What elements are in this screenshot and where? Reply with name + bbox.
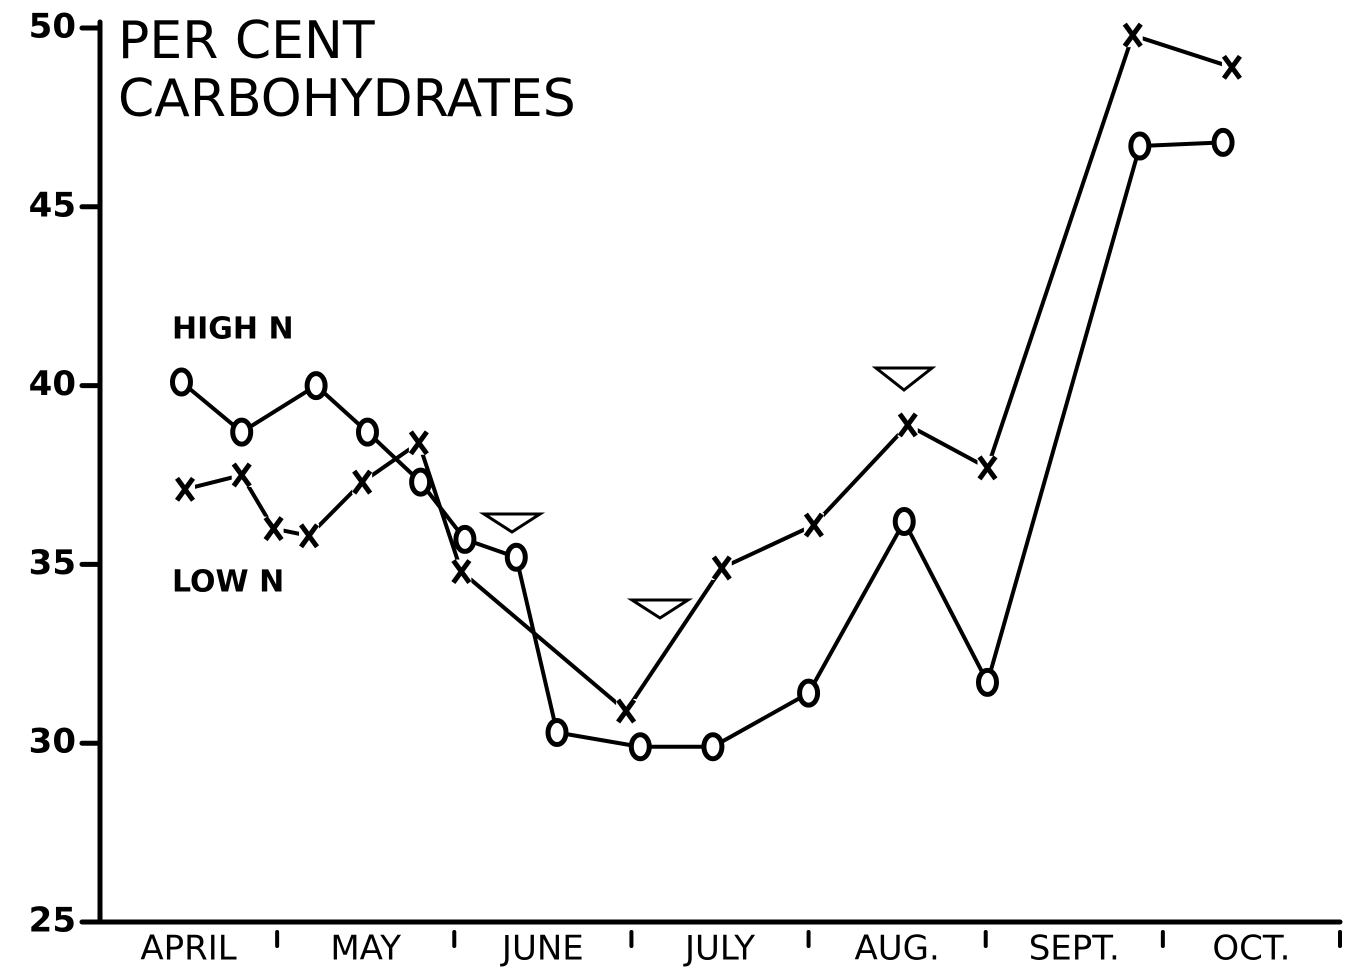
y-tick-label: 40 <box>29 364 76 404</box>
marker-stroke <box>1221 54 1242 80</box>
marker-x <box>977 455 998 481</box>
marker-stroke <box>977 455 998 481</box>
arrow <box>871 366 937 392</box>
chart-title: PER CENT <box>118 11 375 71</box>
marker-o <box>1128 131 1152 161</box>
x-category-label: MAY <box>330 929 401 969</box>
marker-x <box>1122 22 1143 48</box>
marker-o <box>169 367 193 397</box>
marker-o <box>1211 127 1235 157</box>
marker-stroke <box>299 523 320 549</box>
marker-stroke <box>897 412 918 438</box>
marker-x <box>299 523 320 549</box>
x-category-label: JULY <box>683 929 755 969</box>
marker-o <box>701 732 725 762</box>
marker-x <box>352 469 373 495</box>
marker-o <box>628 732 652 762</box>
marker-o <box>975 667 999 697</box>
y-tick-label: 50 <box>29 7 76 47</box>
marker-stroke <box>711 555 732 581</box>
series-label: LOW N <box>172 565 284 600</box>
marker-stroke <box>263 516 284 542</box>
marker-o <box>409 467 433 497</box>
chart-title: CARBOHYDRATES <box>118 69 576 129</box>
marker-stroke <box>803 512 824 538</box>
arrow <box>478 512 546 534</box>
marker-o <box>355 417 379 447</box>
marker-o <box>230 417 254 447</box>
marker-stroke <box>352 469 373 495</box>
marker-stroke <box>175 476 196 502</box>
marker-x <box>897 412 918 438</box>
marker-o <box>545 717 569 747</box>
marker-x <box>1221 54 1242 80</box>
marker-x <box>451 559 472 585</box>
marker-stroke <box>408 430 429 456</box>
x-category-label: AUG. <box>854 929 939 969</box>
y-tick-label: 25 <box>29 901 76 941</box>
marker-x <box>175 476 196 502</box>
marker-x <box>803 512 824 538</box>
y-tick-label: 35 <box>29 543 76 583</box>
marker-x <box>408 430 429 456</box>
marker-stroke <box>1122 22 1143 48</box>
y-tick-label: 45 <box>29 185 76 225</box>
marker-x <box>711 555 732 581</box>
marker-stroke <box>231 462 252 488</box>
x-category-label: SEPT. <box>1029 929 1120 969</box>
marker-o <box>892 506 916 536</box>
marker-o <box>504 542 528 572</box>
marker-stroke <box>616 698 637 724</box>
x-category-label: OCT. <box>1212 929 1290 969</box>
marker-x <box>231 462 252 488</box>
x-category-label: APRIL <box>140 929 236 969</box>
marker-o <box>453 524 477 554</box>
marker-x <box>263 516 284 542</box>
marker-o <box>304 371 328 401</box>
marker-o <box>797 678 821 708</box>
arrow <box>626 598 694 620</box>
marker-x <box>616 698 637 724</box>
x-category-label: JUNE <box>500 929 584 969</box>
y-tick-label: 30 <box>29 722 76 762</box>
arrows <box>478 366 937 620</box>
series-label: HIGH N <box>172 312 294 347</box>
marker-stroke <box>451 559 472 585</box>
